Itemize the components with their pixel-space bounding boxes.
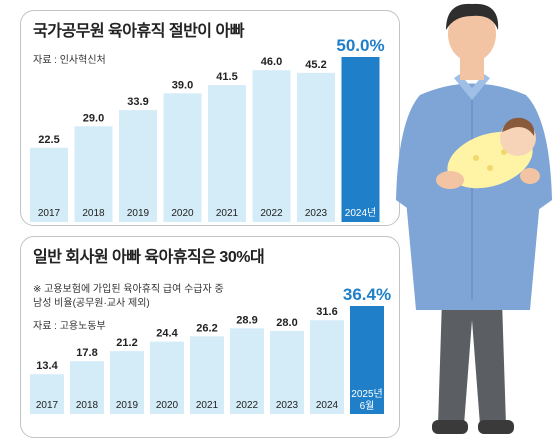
category-label-2018: 2018 (76, 400, 99, 411)
bar-2024년 (341, 57, 380, 222)
value-label-2023: 28.0 (276, 317, 297, 329)
category-label-2017: 2017 (36, 400, 59, 411)
bar-2019 (119, 110, 157, 222)
bar-2024 (310, 320, 344, 414)
value-label-2020: 24.4 (156, 328, 178, 340)
category-label-2019: 2019 (116, 400, 139, 411)
bar-2022 (252, 70, 291, 222)
value-label-2018: 29.0 (83, 112, 104, 124)
chart-note: ※ 고용보험에 가입된 육아휴직 급여 수급자 중 남성 비율(공무원·교사 제… (33, 283, 224, 311)
bar-2018 (70, 361, 104, 414)
bar-2023 (297, 72, 335, 222)
value-label-2020: 39.0 (172, 79, 193, 91)
category-label-2020: 2020 (171, 208, 194, 219)
chart-title: 일반 회사원 아빠 육아휴직은 30%대 (33, 249, 265, 266)
value-label-2019: 33.9 (127, 96, 148, 108)
value-label-2024: 31.6 (316, 306, 337, 318)
value-label-2019: 21.2 (116, 337, 137, 349)
value-label-2021: 41.5 (216, 71, 237, 83)
category-label-2018: 2018 (82, 208, 105, 219)
category-label-2022: 2022 (236, 400, 259, 411)
value-label-2018: 17.8 (76, 347, 97, 359)
chart-note-line: 남성 비율(공무원·교사 제외) (33, 298, 150, 309)
bar-2025년 6월 (350, 306, 384, 414)
chart-title: 국가공무원 육아휴직 절반이 아빠 (33, 23, 244, 40)
category-label-2024: 2024 (316, 400, 339, 411)
category-label-2021: 2021 (216, 208, 239, 219)
bar-2017 (30, 147, 68, 222)
category-label-2021: 2021 (196, 400, 219, 411)
category-label-2023: 2023 (305, 208, 328, 219)
bar-2021 (208, 85, 246, 222)
bar-2022 (230, 328, 264, 414)
bar-2020 (163, 93, 202, 222)
bar-2023 (270, 330, 304, 414)
category-label-2019: 2019 (127, 208, 150, 219)
value-label-2017: 13.4 (36, 360, 58, 372)
bar-2020 (150, 341, 184, 414)
category-label-2024년: 2024년 (345, 207, 376, 219)
bar-2021 (190, 336, 224, 414)
value-label-2022: 46.0 (261, 56, 282, 68)
chart-source: 자료 : 고용노동부 (33, 321, 106, 332)
value-label-2024년: 50.0% (336, 36, 384, 55)
value-label-2025년 6월: 36.4% (343, 285, 391, 304)
category-label-2022: 2022 (260, 208, 283, 219)
category-label-2025년 6월: 2025년 6월 (351, 388, 382, 412)
bar-2019 (110, 351, 144, 414)
bar-2017 (30, 374, 64, 414)
bar-2018 (74, 126, 113, 222)
category-label-2023: 2023 (276, 400, 299, 411)
value-label-2023: 45.2 (305, 59, 326, 71)
value-label-2021: 26.2 (196, 322, 217, 334)
father-holding-baby-icon (396, 3, 552, 434)
category-label-2017: 2017 (38, 208, 61, 219)
chart-note-line: ※ 고용보험에 가입된 육아휴직 급여 수급자 중 (33, 284, 224, 295)
category-label-2020: 2020 (156, 400, 179, 411)
value-label-2022: 28.9 (236, 314, 257, 326)
chart-source: 자료 : 인사혁신처 (33, 55, 106, 66)
value-label-2017: 22.5 (38, 134, 59, 146)
